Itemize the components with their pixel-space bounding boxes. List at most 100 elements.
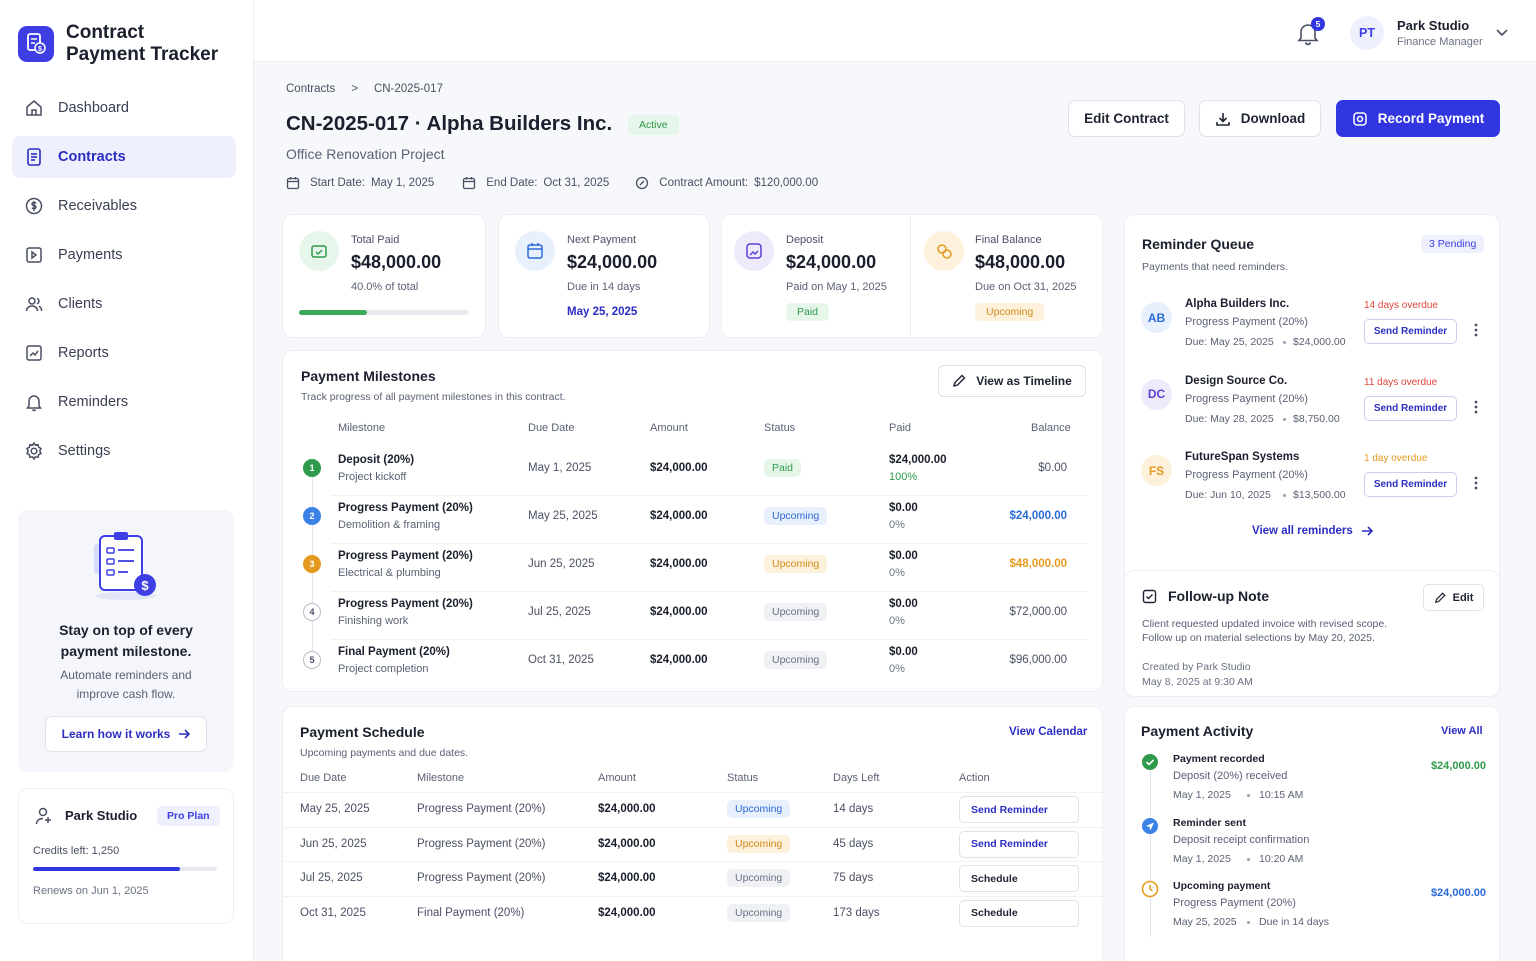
- reminder-due: Due: Jun 10, 2025: [1185, 489, 1271, 501]
- breadcrumb-link-contracts[interactable]: Contracts: [286, 83, 336, 95]
- learn-more-button[interactable]: Learn how it works: [45, 716, 207, 752]
- milestone-balance: $24,000.00: [1009, 510, 1067, 522]
- send-reminder-button[interactable]: Send Reminder: [959, 830, 1079, 858]
- schedule-button[interactable]: Schedule: [959, 899, 1079, 927]
- table-row[interactable]: Oct 31, 2025 Final Payment (20%) $24,000.0…: [283, 895, 1103, 930]
- record-payment-button[interactable]: Record Payment: [1336, 100, 1500, 137]
- overdue-text: 14 days overdue: [1364, 300, 1438, 311]
- column-header: Due Date: [300, 772, 347, 784]
- credits-progress: [33, 867, 217, 871]
- stat-sub: Due on Oct 31, 2025: [975, 281, 1077, 293]
- activity-date: May 1, 2025: [1173, 789, 1231, 801]
- stat-sub: Paid on May 1, 2025: [786, 281, 887, 293]
- send-reminder-button[interactable]: Send Reminder: [1364, 319, 1457, 344]
- milestone-amount: $24,000.00: [650, 654, 708, 666]
- activity-dot: [1247, 794, 1250, 797]
- notification-button[interactable]: 5: [1296, 17, 1325, 46]
- sidebar-item-dashboard[interactable]: Dashboard: [12, 87, 236, 129]
- milestone-name: Progress Payment (20%): [338, 598, 473, 610]
- milestones-card: Payment Milestones Track progress of all…: [282, 350, 1103, 692]
- app-title: Contract Payment Tracker: [66, 22, 219, 65]
- send-reminder-button[interactable]: Send Reminder: [1364, 472, 1457, 497]
- table-row[interactable]: Jun 25, 2025 Progress Payment (20%) $24,00…: [283, 826, 1103, 861]
- sidebar-nav: Dashboard Contracts Receivables Payments…: [12, 87, 236, 479]
- reminder-item: AB Alpha Builders Inc. Progress Payment (2…: [1141, 297, 1486, 363]
- activity-item: Upcoming payment Progress Payment (20%) Ma…: [1141, 878, 1486, 938]
- sidebar-item-payments[interactable]: Payments: [12, 234, 236, 276]
- milestone-due-date: Oct 31, 2025: [528, 654, 594, 666]
- view-timeline-button[interactable]: View as Timeline: [938, 365, 1086, 397]
- table-row[interactable]: 5 Final Payment (20%) Project completion Oc…: [283, 639, 1103, 687]
- column-header: Status: [727, 772, 759, 784]
- activity-time: 10:15 AM: [1259, 789, 1304, 801]
- view-all-reminders-link[interactable]: View all reminders: [1252, 525, 1373, 537]
- schedule-days-left: 75 days: [833, 872, 874, 884]
- sidebar-item-receivables[interactable]: Receivables: [12, 185, 236, 227]
- table-row[interactable]: 1 Deposit (20%) Project kickoff May 1, 2025…: [283, 447, 1103, 495]
- start-date-label: Start Date:: [310, 177, 365, 189]
- table-row[interactable]: May 25, 2025 Progress Payment (20%) $24,00…: [283, 792, 1103, 826]
- user-menu[interactable]: PT Park Studio Finance Manager: [1350, 14, 1510, 52]
- tag-icon: [636, 176, 649, 190]
- calendar-icon: [286, 177, 300, 190]
- sidebar-item-label: Reminders: [58, 394, 129, 410]
- column-header: Days Left: [833, 772, 880, 784]
- app-logo-icon: $: [18, 26, 54, 62]
- contract-meta: Start Date: May 1, 2025 End Date: Oct 31…: [286, 176, 818, 190]
- milestone-desc: Finishing work: [338, 615, 409, 627]
- status-badge: Upcoming: [764, 555, 828, 573]
- promo-card: $ Stay on top of every payment milestone…: [18, 510, 234, 772]
- milestone-name: Progress Payment (20%): [338, 550, 473, 562]
- milestone-paid: $24,000.00: [889, 454, 947, 466]
- send-reminder-button[interactable]: Send Reminder: [1364, 395, 1457, 421]
- milestone-step-indicator: 2: [303, 507, 321, 525]
- stat-value: $48,000.00: [975, 252, 1066, 272]
- svg-text:$: $: [141, 578, 149, 593]
- milestone-name: Deposit (20%): [338, 454, 415, 466]
- milestone-amount: $24,000.00: [650, 510, 708, 522]
- view-timeline-label: View as Timeline: [976, 374, 1072, 388]
- view-all-reminders-label: View all reminders: [1252, 525, 1353, 537]
- sidebar-item-reports[interactable]: Reports: [12, 332, 236, 374]
- sidebar-item-label: Settings: [58, 443, 111, 459]
- promo-text: Automate reminders and improve cash flow…: [60, 668, 192, 701]
- more-options-icon[interactable]: [1474, 323, 1478, 337]
- schedule-due-date: Jun 25, 2025: [300, 837, 367, 850]
- table-row[interactable]: 3 Progress Payment (20%) Electrical & plum…: [283, 543, 1103, 591]
- table-row[interactable]: 2 Progress Payment (20%) Demolition & fram…: [283, 495, 1103, 543]
- schedule-button[interactable]: Schedule: [959, 865, 1079, 892]
- main-content: Contracts > CN-2025-017 CN-2025-017 · Al…: [254, 62, 1536, 961]
- status-badge: Upcoming: [727, 800, 791, 818]
- more-options-icon[interactable]: [1474, 400, 1478, 414]
- activity-desc: Progress Payment (20%): [1173, 897, 1296, 909]
- section-subtitle: Track progress of all payment milestones…: [301, 391, 566, 403]
- table-row[interactable]: Jul 25, 2025 Progress Payment (20%) $24,00…: [283, 861, 1103, 895]
- edit-contract-button[interactable]: Edit Contract: [1068, 100, 1185, 137]
- download-icon: [1215, 112, 1230, 126]
- page-title: CN-2025-017 · Alpha Builders Inc.: [286, 112, 613, 135]
- view-all-activity-link[interactable]: View All: [1441, 725, 1483, 737]
- pencil-icon: [1434, 591, 1446, 603]
- sidebar: $ Contract Payment Tracker Dashboard Con…: [0, 0, 254, 961]
- edit-note-button[interactable]: Edit: [1423, 584, 1484, 611]
- view-calendar-link[interactable]: View Calendar: [1009, 726, 1088, 738]
- sidebar-item-reminders[interactable]: Reminders: [12, 381, 236, 423]
- breadcrumb-current: CN-2025-017: [373, 83, 443, 95]
- more-options-icon[interactable]: [1474, 476, 1478, 490]
- sidebar-item-contracts[interactable]: Contracts: [12, 136, 236, 178]
- stat-card-next-payment: Next Payment $24,000.00 Due in 14 days M…: [498, 214, 710, 338]
- sidebar-item-settings[interactable]: Settings: [12, 430, 236, 472]
- schedule-milestone: Progress Payment (20%): [417, 803, 546, 815]
- send-reminder-button[interactable]: Send Reminder: [959, 796, 1079, 823]
- sidebar-item-clients[interactable]: Clients: [12, 283, 236, 325]
- contract-amount-label: Contract Amount:: [659, 177, 749, 189]
- download-button[interactable]: Download: [1199, 100, 1321, 137]
- schedule-days-left: 14 days: [833, 803, 874, 815]
- pencil-icon: [953, 374, 966, 388]
- brand[interactable]: $ Contract Payment Tracker: [18, 22, 218, 66]
- sidebar-item-label: Payments: [58, 247, 123, 263]
- stat-value: $24,000.00: [786, 252, 877, 272]
- notification-count: 5: [1311, 17, 1325, 31]
- section-subtitle: Payments that need reminders.: [1142, 261, 1288, 273]
- table-row[interactable]: 4 Progress Payment (20%) Finishing work Jul…: [283, 591, 1103, 639]
